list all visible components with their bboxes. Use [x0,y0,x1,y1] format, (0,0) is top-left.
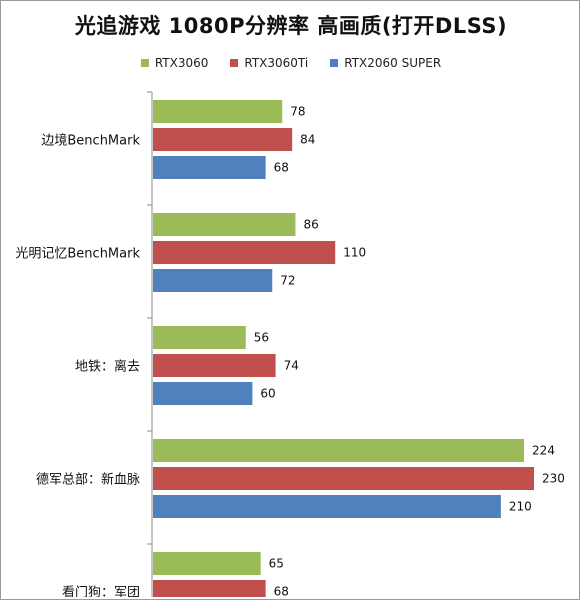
bar-value-label: 110 [343,246,366,260]
bar-value-label: 56 [254,331,269,345]
bar-value-label: 68 [274,161,289,175]
category-label: 光明记忆BenchMark [15,246,140,262]
chart-title: 光追游戏 1080P分辨率 高画质(打开DLSS) [74,14,508,38]
bar-value-label: 74 [284,359,299,373]
bar [153,128,293,151]
bar [153,354,276,377]
bar [153,241,336,264]
legend-label-rtx3060: RTX3060 [154,56,209,70]
bar-value-label: 224 [532,444,555,458]
bar-value-label: 210 [509,500,532,514]
legend: RTX3060 RTX3060Ti RTX2060 SUPER [0,56,582,70]
bar-value-label: 68 [274,585,289,598]
bar [153,269,273,292]
bar [153,467,534,490]
bar-value-label: 86 [303,218,318,232]
category-label: 德军总部：新血脉 [36,472,140,488]
bar-value-label: 60 [260,387,275,401]
bar-value-label: 65 [269,557,284,571]
bar-value-label: 72 [280,274,295,288]
category-label: 边境BenchMark [41,134,140,149]
legend-item-rtx2060-super: RTX2060 SUPER [330,56,441,70]
legend-label-rtx3060ti: RTX3060Ti [244,56,309,70]
bar-value-label: 78 [290,105,305,119]
bar [153,156,266,179]
legend-swatch-rtx3060ti [230,59,239,67]
legend-swatch-rtx2060-super [330,59,339,67]
category-label: 地铁：离去 [75,359,140,375]
bar [153,100,283,123]
category-label: 看门狗：军团 [62,585,140,598]
legend-label-rtx2060-super: RTX2060 SUPER [344,56,442,70]
bar-value-label: 230 [542,472,565,486]
bar [153,213,296,236]
legend-swatch-rtx3060 [140,59,149,67]
bar [153,382,253,405]
legend-item-rtx3060ti: RTX3060Ti [230,56,308,70]
bar [153,495,501,518]
bar-value-label: 84 [300,133,315,147]
bar [153,580,266,597]
bar [153,439,525,462]
legend-item-rtx3060: RTX3060 [140,56,209,70]
bar [153,326,246,349]
bar [153,552,261,575]
